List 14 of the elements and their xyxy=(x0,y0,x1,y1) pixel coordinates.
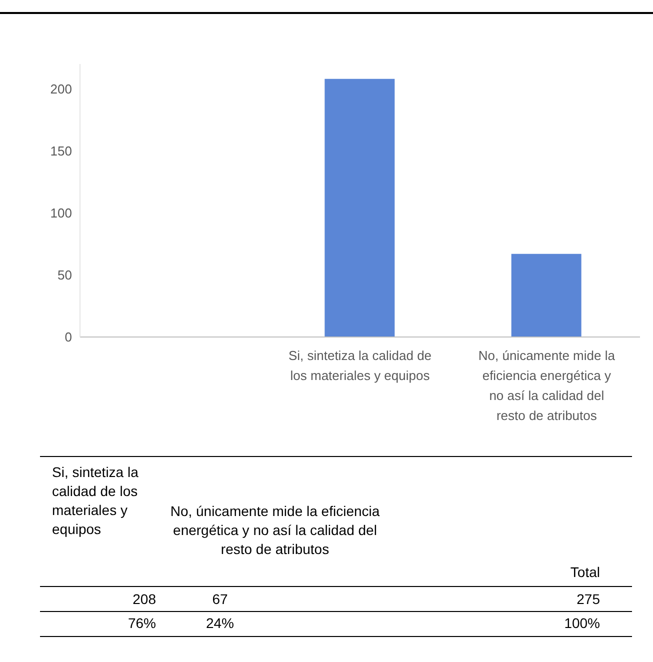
y-tick-label: 0 xyxy=(64,330,72,345)
y-tick-label: 150 xyxy=(50,143,72,158)
y-tick-label: 200 xyxy=(50,81,72,96)
y-tick-label: 50 xyxy=(58,268,72,283)
category-label: No, únicamente mide la eficiencia energética y no así la calidad del resto de atributos xyxy=(170,503,380,557)
text: 208 xyxy=(132,590,156,609)
text: 67 xyxy=(211,590,229,609)
text: 275 xyxy=(576,590,600,609)
y-tick-label: 100 xyxy=(50,206,72,221)
text: 24% xyxy=(204,614,236,633)
text: Total xyxy=(569,563,600,582)
text: 76% xyxy=(126,614,156,633)
text: 100% xyxy=(563,614,600,633)
category-label: Si, sintetiza la calidad de los materiales y equipos xyxy=(52,464,138,537)
